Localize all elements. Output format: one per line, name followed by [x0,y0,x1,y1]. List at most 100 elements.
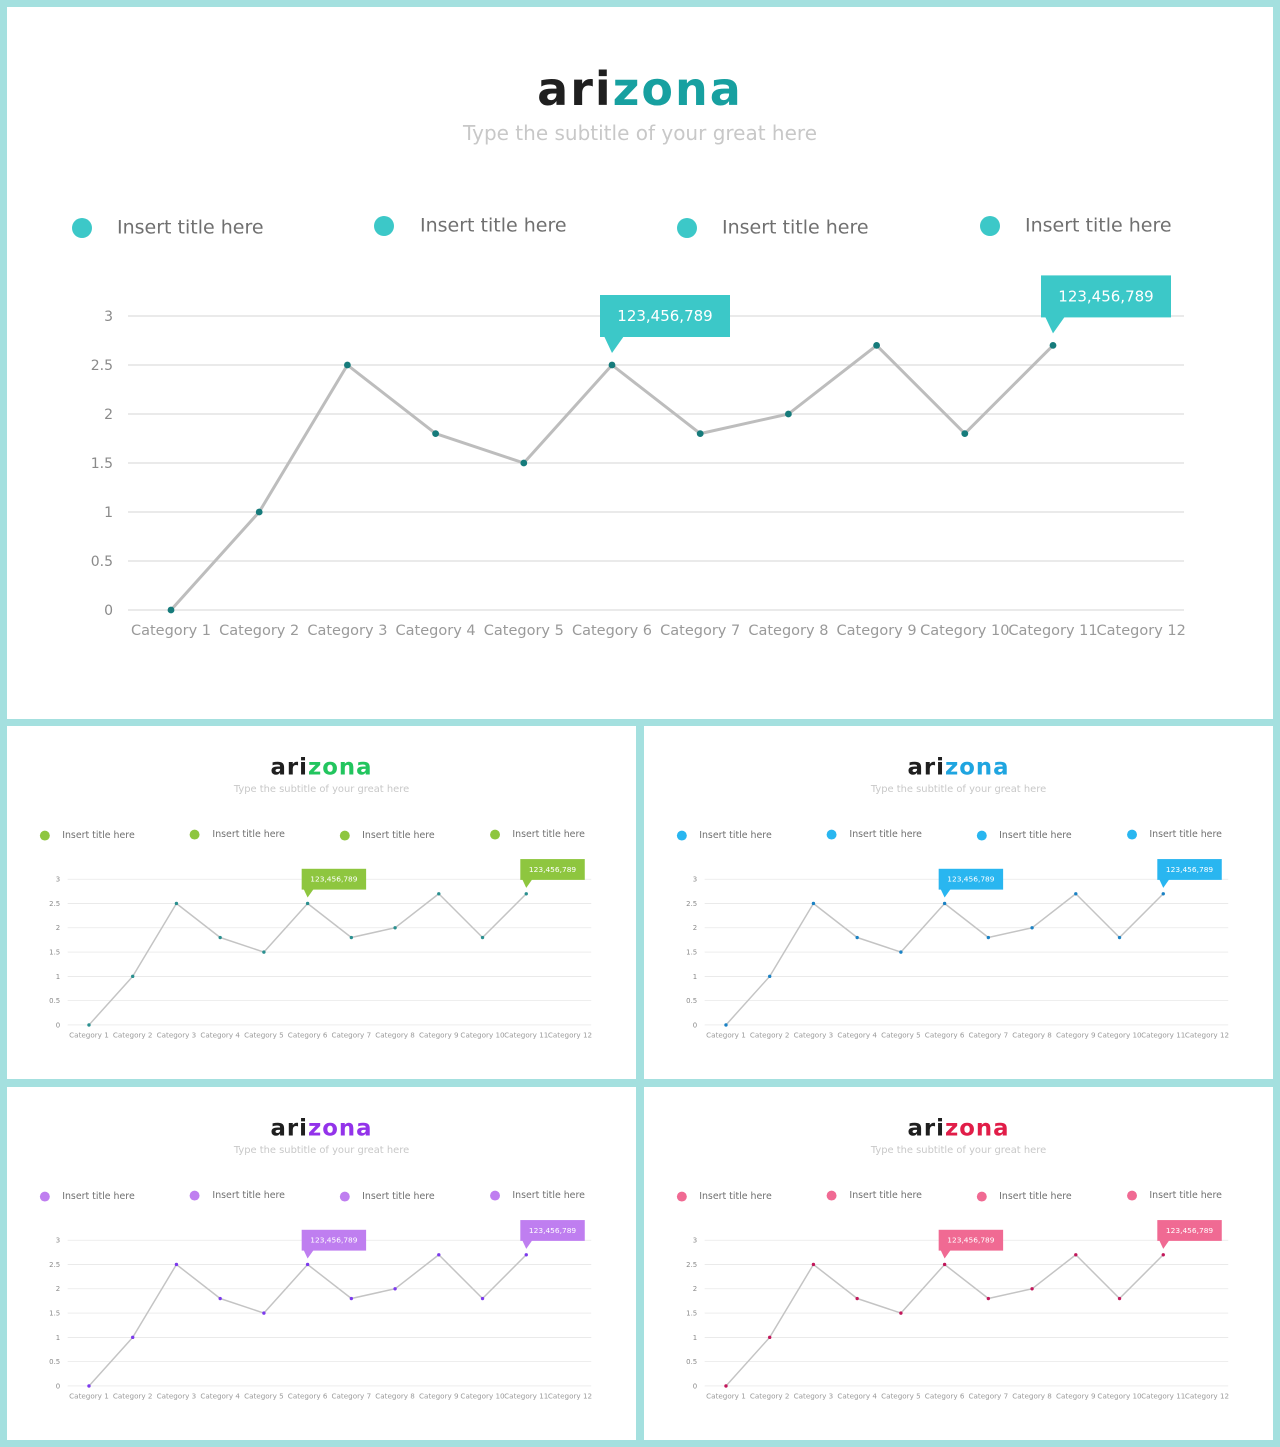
x-category-label: Category 3 [794,1030,834,1039]
value-callout: 123,456,789 [520,1220,585,1249]
value-callout: 123,456,789 [1041,275,1171,334]
x-category-label: Category 2 [113,1030,153,1039]
y-tick-label: 0.5 [686,1358,697,1366]
y-tick-label: 2.5 [49,900,60,908]
x-category-label: Category 7 [332,1391,372,1400]
y-tick-label: 1 [56,973,60,981]
data-point [344,361,351,369]
y-tick-label: 2.5 [686,900,697,908]
x-category-label: Category 11 [1141,1391,1185,1400]
y-tick-label: 2.5 [686,1261,697,1269]
x-category-label: Category 2 [219,623,299,639]
legend-bullet-icon [976,830,987,841]
data-point [218,935,222,940]
data-point [524,1253,528,1257]
series-line [169,343,1055,612]
brand-part1: ari [537,62,613,116]
callout-pointer [940,889,951,898]
callout-box [1157,1220,1222,1241]
x-category-label: Category 5 [881,1030,921,1039]
legend-label: Insert title here [512,1190,585,1201]
legend-label: Insert title here [512,829,585,840]
x-category-label: Category 10 [1097,1391,1142,1400]
data-point [262,1311,266,1315]
x-category-label: Category 10 [920,623,1009,639]
legend-bullet-icon [374,216,394,236]
x-category-label: Category 9 [419,1391,459,1400]
value-callout: 123,456,789 [520,859,585,888]
legend-bullet-icon [490,829,500,840]
legend-bullet-icon [826,1190,837,1201]
x-category-label: Category 12 [1185,1391,1229,1400]
data-point [393,926,397,930]
callout-box [520,1220,585,1241]
callout-box [1041,275,1171,318]
value-callout: 123,456,789 [938,868,1004,898]
legend-item: Insert title here [1127,829,1222,840]
y-tick-label: 1.5 [686,949,697,957]
callout-pointer [1159,1240,1170,1249]
brand-logo-text: arizona [537,62,743,116]
x-category-label: Category 7 [969,1030,1009,1039]
x-category-label: Category 12 [548,1030,592,1039]
brand-logo-text: arizona [908,1116,1010,1142]
data-point [811,1262,816,1267]
legend-bullet-icon [189,829,200,840]
legend-item: Insert title here [826,829,922,840]
subtitle: Type the subtitle of your great here [870,1145,1046,1156]
legend-bullet-icon [39,830,50,841]
legend-item: Insert title here [826,1190,922,1201]
legend-item: Insert title here [490,829,585,840]
legend-item: Insert title here [374,215,567,237]
legend-label: Insert title here [62,830,135,841]
y-tick-label: 0.5 [91,554,113,570]
y-tick-label: 2.5 [49,1261,60,1269]
y-tick-label: 3 [104,309,113,325]
legend-item: Insert title here [490,1190,585,1201]
slide-canvas: arizona Type the subtitle of your great h… [676,1116,1229,1400]
x-category-label: Category 11 [504,1030,548,1039]
y-tick-label: 2 [104,407,113,423]
legend-bullet-icon [39,1191,50,1202]
y-tick-label: 1 [56,1334,60,1342]
y-tick-label: 0.5 [49,1358,60,1366]
subtitle: Type the subtitle of your great here [233,1145,409,1156]
value-callout: 123,456,789 [1157,859,1222,888]
slide-blue: arizona Type the subtitle of your great h… [644,726,1273,1079]
legend-label: Insert title here [362,830,435,841]
legend-label: Insert title here [849,829,922,840]
callout-pointer [522,1240,533,1249]
callout-pointer [1045,316,1065,334]
y-tick-label: 1.5 [49,949,60,957]
x-category-label: Category 7 [660,623,740,639]
legend-bullet-icon [1127,829,1137,840]
data-point [942,1262,947,1267]
data-point [305,1262,310,1267]
data-point [1161,1253,1165,1257]
legend-label: Insert title here [999,1191,1072,1202]
x-category-label: Category 2 [113,1391,153,1400]
x-category-label: Category 5 [484,623,564,639]
callout-box [938,868,1004,890]
brand-part2: zona [308,755,373,781]
value-callout: 123,456,789 [301,868,367,898]
x-category-label: Category 4 [837,1391,877,1400]
brand-part2: zona [945,755,1010,781]
data-point [811,901,816,906]
data-point [87,1023,91,1027]
data-point [131,974,135,979]
data-point [608,361,616,369]
data-point [437,1253,441,1257]
x-category-label: Category 9 [1056,1030,1096,1039]
x-category-label: Category 7 [969,1391,1009,1400]
callout-value: 123,456,789 [1058,287,1153,305]
callout-value: 123,456,789 [617,307,712,325]
x-category-label: Category 9 [419,1030,459,1039]
brand-part1: ari [271,755,308,781]
x-category-label: Category 6 [925,1391,965,1400]
legend-label: Insert title here [212,829,285,840]
y-tick-label: 0 [693,1382,697,1390]
legend-item: Insert title here [976,830,1072,841]
x-category-label: Category 1 [706,1391,746,1400]
x-category-label: Category 1 [131,623,211,639]
